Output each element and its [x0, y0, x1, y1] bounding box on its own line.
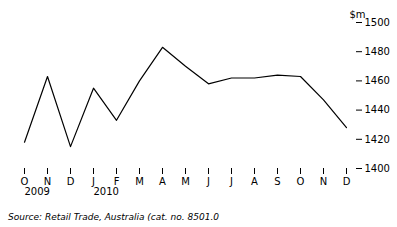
svg-text:N: N: [43, 175, 52, 187]
svg-text:1420: 1420: [365, 134, 390, 145]
svg-text:A: A: [159, 176, 166, 187]
svg-text:J: J: [229, 176, 233, 187]
svg-text:M: M: [181, 176, 190, 187]
svg-text:N: N: [320, 176, 327, 187]
svg-text:F: F: [113, 175, 120, 187]
svg-text:D: D: [67, 176, 75, 187]
svg-text:1480: 1480: [365, 46, 390, 57]
svg-text:J: J: [92, 175, 95, 187]
svg-text:2009: 2009: [25, 186, 50, 197]
svg-text:S: S: [274, 176, 280, 187]
svg-text:1460: 1460: [365, 75, 390, 86]
svg-text:A: A: [251, 176, 258, 187]
svg-text:J: J: [206, 176, 210, 187]
html-text:Source: Retail Trade, Australi: Source: Retail Trade, Australia (cat. no…: [8, 212, 219, 222]
svg-text:O: O: [20, 175, 29, 187]
svg-text:D: D: [343, 176, 351, 187]
svg-text:1440: 1440: [365, 104, 390, 115]
svg-text:2010: 2010: [94, 186, 119, 197]
svg-text:O: O: [297, 176, 305, 187]
svg-text:$m: $m: [349, 9, 365, 20]
svg-text:1400: 1400: [365, 163, 390, 174]
svg-text:1500: 1500: [365, 17, 390, 28]
svg-text:M: M: [135, 176, 144, 187]
